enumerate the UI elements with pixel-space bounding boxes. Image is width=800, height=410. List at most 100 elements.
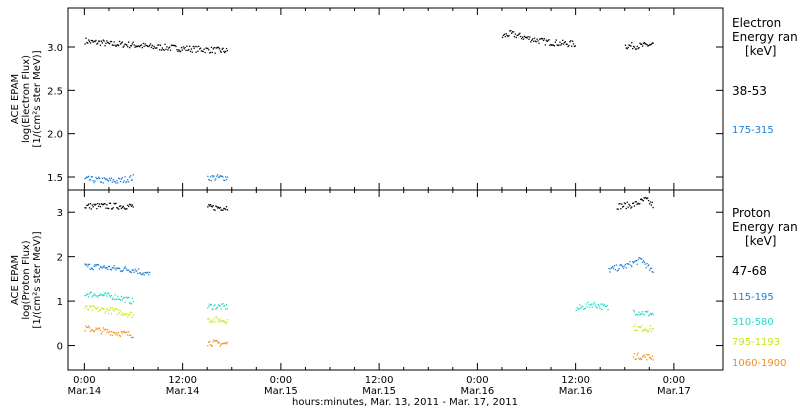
data-point	[150, 46, 153, 49]
data-point	[200, 50, 203, 52]
data-point	[91, 204, 93, 206]
data-point	[159, 49, 161, 51]
data-point	[109, 179, 112, 181]
legend-entry: 795-1193	[732, 337, 780, 348]
data-point	[128, 269, 130, 271]
data-point	[210, 345, 212, 347]
data-point	[224, 304, 226, 307]
data-point	[177, 50, 179, 52]
data-point	[102, 39, 104, 41]
data-point	[118, 267, 121, 270]
data-point	[185, 49, 187, 51]
data-point	[179, 50, 181, 52]
data-point	[583, 308, 586, 310]
data-point	[531, 39, 533, 41]
data-point	[548, 39, 550, 41]
data-point	[625, 47, 627, 49]
data-point	[224, 51, 226, 54]
data-point	[95, 295, 97, 297]
data-point	[217, 207, 219, 209]
data-point	[221, 48, 223, 50]
data-point	[590, 304, 592, 306]
data-point	[126, 296, 128, 298]
data-point	[118, 40, 121, 43]
data-point	[202, 50, 204, 53]
data-point	[140, 44, 143, 46]
data-point	[90, 329, 92, 331]
data-point	[563, 41, 566, 44]
data-point	[112, 207, 114, 209]
data-point	[122, 314, 124, 316]
data-point	[103, 265, 105, 267]
data-point	[154, 47, 156, 49]
data-point	[638, 326, 640, 328]
data-point	[108, 330, 111, 333]
data-point	[127, 316, 129, 318]
data-point	[511, 31, 514, 33]
data-point	[140, 273, 143, 276]
data-point	[94, 307, 96, 309]
data-point	[642, 42, 645, 45]
data-point	[647, 45, 649, 47]
data-point	[134, 46, 136, 48]
data-point	[158, 44, 160, 46]
data-point	[98, 40, 101, 42]
data-point	[111, 334, 113, 336]
data-point	[569, 41, 571, 43]
data-point	[164, 43, 166, 45]
data-point	[634, 314, 636, 316]
data-point	[638, 257, 640, 259]
data-point	[170, 44, 173, 46]
data-point	[591, 303, 593, 305]
data-point	[190, 48, 193, 50]
data-point	[636, 263, 638, 265]
x-tick-label-date: Mar.15	[264, 386, 298, 397]
data-point	[219, 305, 221, 307]
data-point	[619, 203, 621, 205]
data-point	[529, 36, 531, 38]
data-point	[598, 305, 600, 307]
data-point	[118, 309, 120, 311]
data-point	[114, 203, 116, 205]
data-point	[126, 313, 128, 315]
data-point	[652, 206, 654, 209]
data-point	[516, 34, 518, 37]
data-point	[171, 44, 173, 47]
electron-legend-title-1: Electron	[732, 16, 781, 30]
data-point	[214, 321, 216, 323]
data-point	[118, 205, 121, 207]
data-point	[628, 203, 630, 205]
data-point	[599, 307, 601, 309]
data-point	[94, 329, 96, 331]
data-point	[123, 267, 125, 269]
data-point	[535, 41, 537, 43]
data-point	[128, 41, 130, 43]
data-point	[131, 336, 133, 339]
data-point	[517, 34, 519, 36]
data-point	[96, 178, 98, 180]
data-point	[89, 268, 92, 270]
data-point	[147, 271, 149, 274]
data-point	[648, 314, 650, 317]
data-point	[131, 43, 133, 45]
data-point	[114, 332, 116, 334]
data-point	[650, 267, 653, 269]
data-point	[108, 180, 110, 182]
data-point	[136, 46, 138, 48]
data-point	[215, 178, 217, 180]
data-point	[226, 176, 229, 178]
data-point	[86, 204, 88, 207]
data-point	[549, 44, 551, 46]
data-point	[92, 41, 94, 43]
data-point	[175, 45, 177, 48]
data-point	[120, 207, 123, 210]
data-point	[159, 44, 162, 46]
y-tick-label: 2.0	[47, 130, 63, 141]
data-point	[96, 328, 98, 330]
data-point	[630, 264, 632, 266]
data-point	[613, 265, 616, 267]
data-point	[644, 311, 646, 313]
data-point	[212, 48, 214, 50]
data-point	[93, 265, 95, 267]
data-point	[129, 314, 131, 316]
